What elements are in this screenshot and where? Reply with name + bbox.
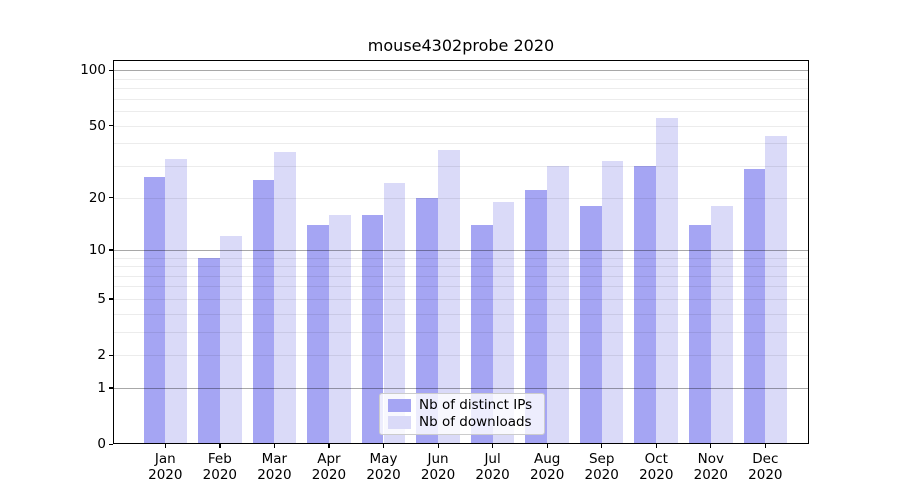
x-tick-label-sep: Sep 2020 [584,451,619,483]
gridline-minor-70 [113,98,809,100]
x-tick-label-dec: Dec 2020 [748,451,783,483]
y-tick-label-0: 0 [97,436,106,452]
gridline-minor-90 [113,78,809,80]
legend-item-downloads: Nb of downloads [380,415,544,430]
bars-layer [113,60,809,444]
x-tick-mark-jul [492,444,494,448]
bar-downloads-apr [328,214,351,444]
bar-distinct-ips-jan [143,177,166,444]
plot-area: Nb of distinct IPs Nb of downloads [113,60,809,444]
legend-item-distinct-ips: Nb of distinct IPs [380,396,544,413]
bar-distinct-ips-dec [743,168,766,444]
gridline-minor-4 [113,313,809,315]
x-tick-mark-sep [601,444,603,448]
bar-downloads-may [383,183,406,444]
bar-distinct-ips-oct [634,166,657,444]
y-tick-label-20: 20 [88,189,106,206]
x-tick-mark-dec [764,444,767,448]
legend: Nb of distinct IPs Nb of downloads [379,393,545,435]
x-tick-label-aug: Aug 2020 [529,451,565,483]
y-tick-label-100: 100 [80,62,106,79]
gridline-minor-40 [113,143,809,145]
y-tick-label-10: 10 [88,241,106,258]
bar-downloads-nov [710,205,733,444]
x-tick-mark-oct [655,444,657,448]
y-tick-mark-2 [109,354,113,356]
x-tick-label-may: May 2020 [366,451,401,483]
y-tick-mark-1 [109,387,113,389]
x-tick-label-apr: Apr 2020 [311,451,347,483]
bar-downloads-oct [656,118,679,444]
bar-distinct-ips-apr [307,224,329,444]
gridline-major-1 [113,387,809,389]
legend-label-distinct-ips: Nb of distinct IPs [419,396,533,413]
bar-downloads-jun [438,149,460,444]
y-tick-label-5: 5 [97,290,106,307]
y-tick-mark-0 [109,443,113,445]
y-tick-label-50: 50 [88,117,106,134]
x-tick-mark-jun [437,444,439,448]
x-tick-label-nov: Nov 2020 [693,451,728,483]
y-tick-label-1: 1 [97,379,106,396]
bar-distinct-ips-sep [579,205,602,444]
x-tick-mark-may [383,444,385,448]
gridline-minor-80 [113,88,809,90]
x-tick-mark-mar [273,444,276,448]
bar-downloads-feb [219,236,242,444]
x-tick-label-jan: Jan 2020 [148,451,183,483]
bar-downloads-aug [547,166,569,444]
bar-distinct-ips-jul [470,224,493,444]
x-tick-mark-jan [164,444,166,448]
gridline-minor-9 [113,257,809,259]
legend-swatch-distinct-ips [388,398,411,412]
y-tick-mark-100 [109,69,113,72]
bar-distinct-ips-aug [525,190,548,444]
gridline-major-10 [113,249,809,251]
gridline-minor-8 [113,266,809,268]
y-tick-mark-50 [109,125,113,127]
x-tick-label-feb: Feb 2020 [202,451,238,483]
bar-downloads-jul [492,201,515,444]
y-tick-mark-20 [109,197,113,199]
bar-distinct-ips-feb [198,257,220,444]
gridline-minor-60 [113,111,809,113]
bar-downloads-dec [765,135,788,444]
bar-downloads-jan [165,158,188,444]
x-tick-mark-nov [710,444,712,448]
bar-downloads-sep [601,160,624,444]
bar-distinct-ips-jun [416,197,439,444]
gridline-minor-50 [113,125,809,127]
x-tick-label-mar: Mar 2020 [257,451,292,483]
y-tick-mark-10 [109,249,113,251]
bar-distinct-ips-nov [689,224,711,444]
gridline-minor-5 [113,298,809,300]
gridline-minor-7 [113,275,809,277]
bar-distinct-ips-mar [252,180,275,444]
bar-distinct-ips-may [361,214,384,444]
grid-layer [113,60,809,444]
gridline-minor-3 [113,331,809,333]
y-tick-label-2: 2 [97,347,106,364]
x-tick-mark-apr [328,444,330,448]
legend-label-downloads: Nb of downloads [419,414,532,431]
x-tick-label-oct: Oct 2020 [639,451,674,483]
gridline-minor-6 [113,286,809,288]
chart-title: mouse4302probe 2020 [367,36,555,55]
x-tick-label-jul: Jul 2020 [475,451,510,483]
bar-downloads-mar [274,151,297,444]
gridline-minor-20 [113,197,809,199]
legend-swatch-downloads [388,416,411,430]
gridline-major-100 [113,70,809,72]
x-tick-label-jun: Jun 2020 [420,451,456,483]
y-tick-mark-5 [109,298,113,300]
x-tick-mark-aug [546,444,548,448]
x-tick-mark-feb [219,444,221,448]
gridline-minor-30 [113,166,809,167]
gridline-minor-2 [113,355,809,357]
